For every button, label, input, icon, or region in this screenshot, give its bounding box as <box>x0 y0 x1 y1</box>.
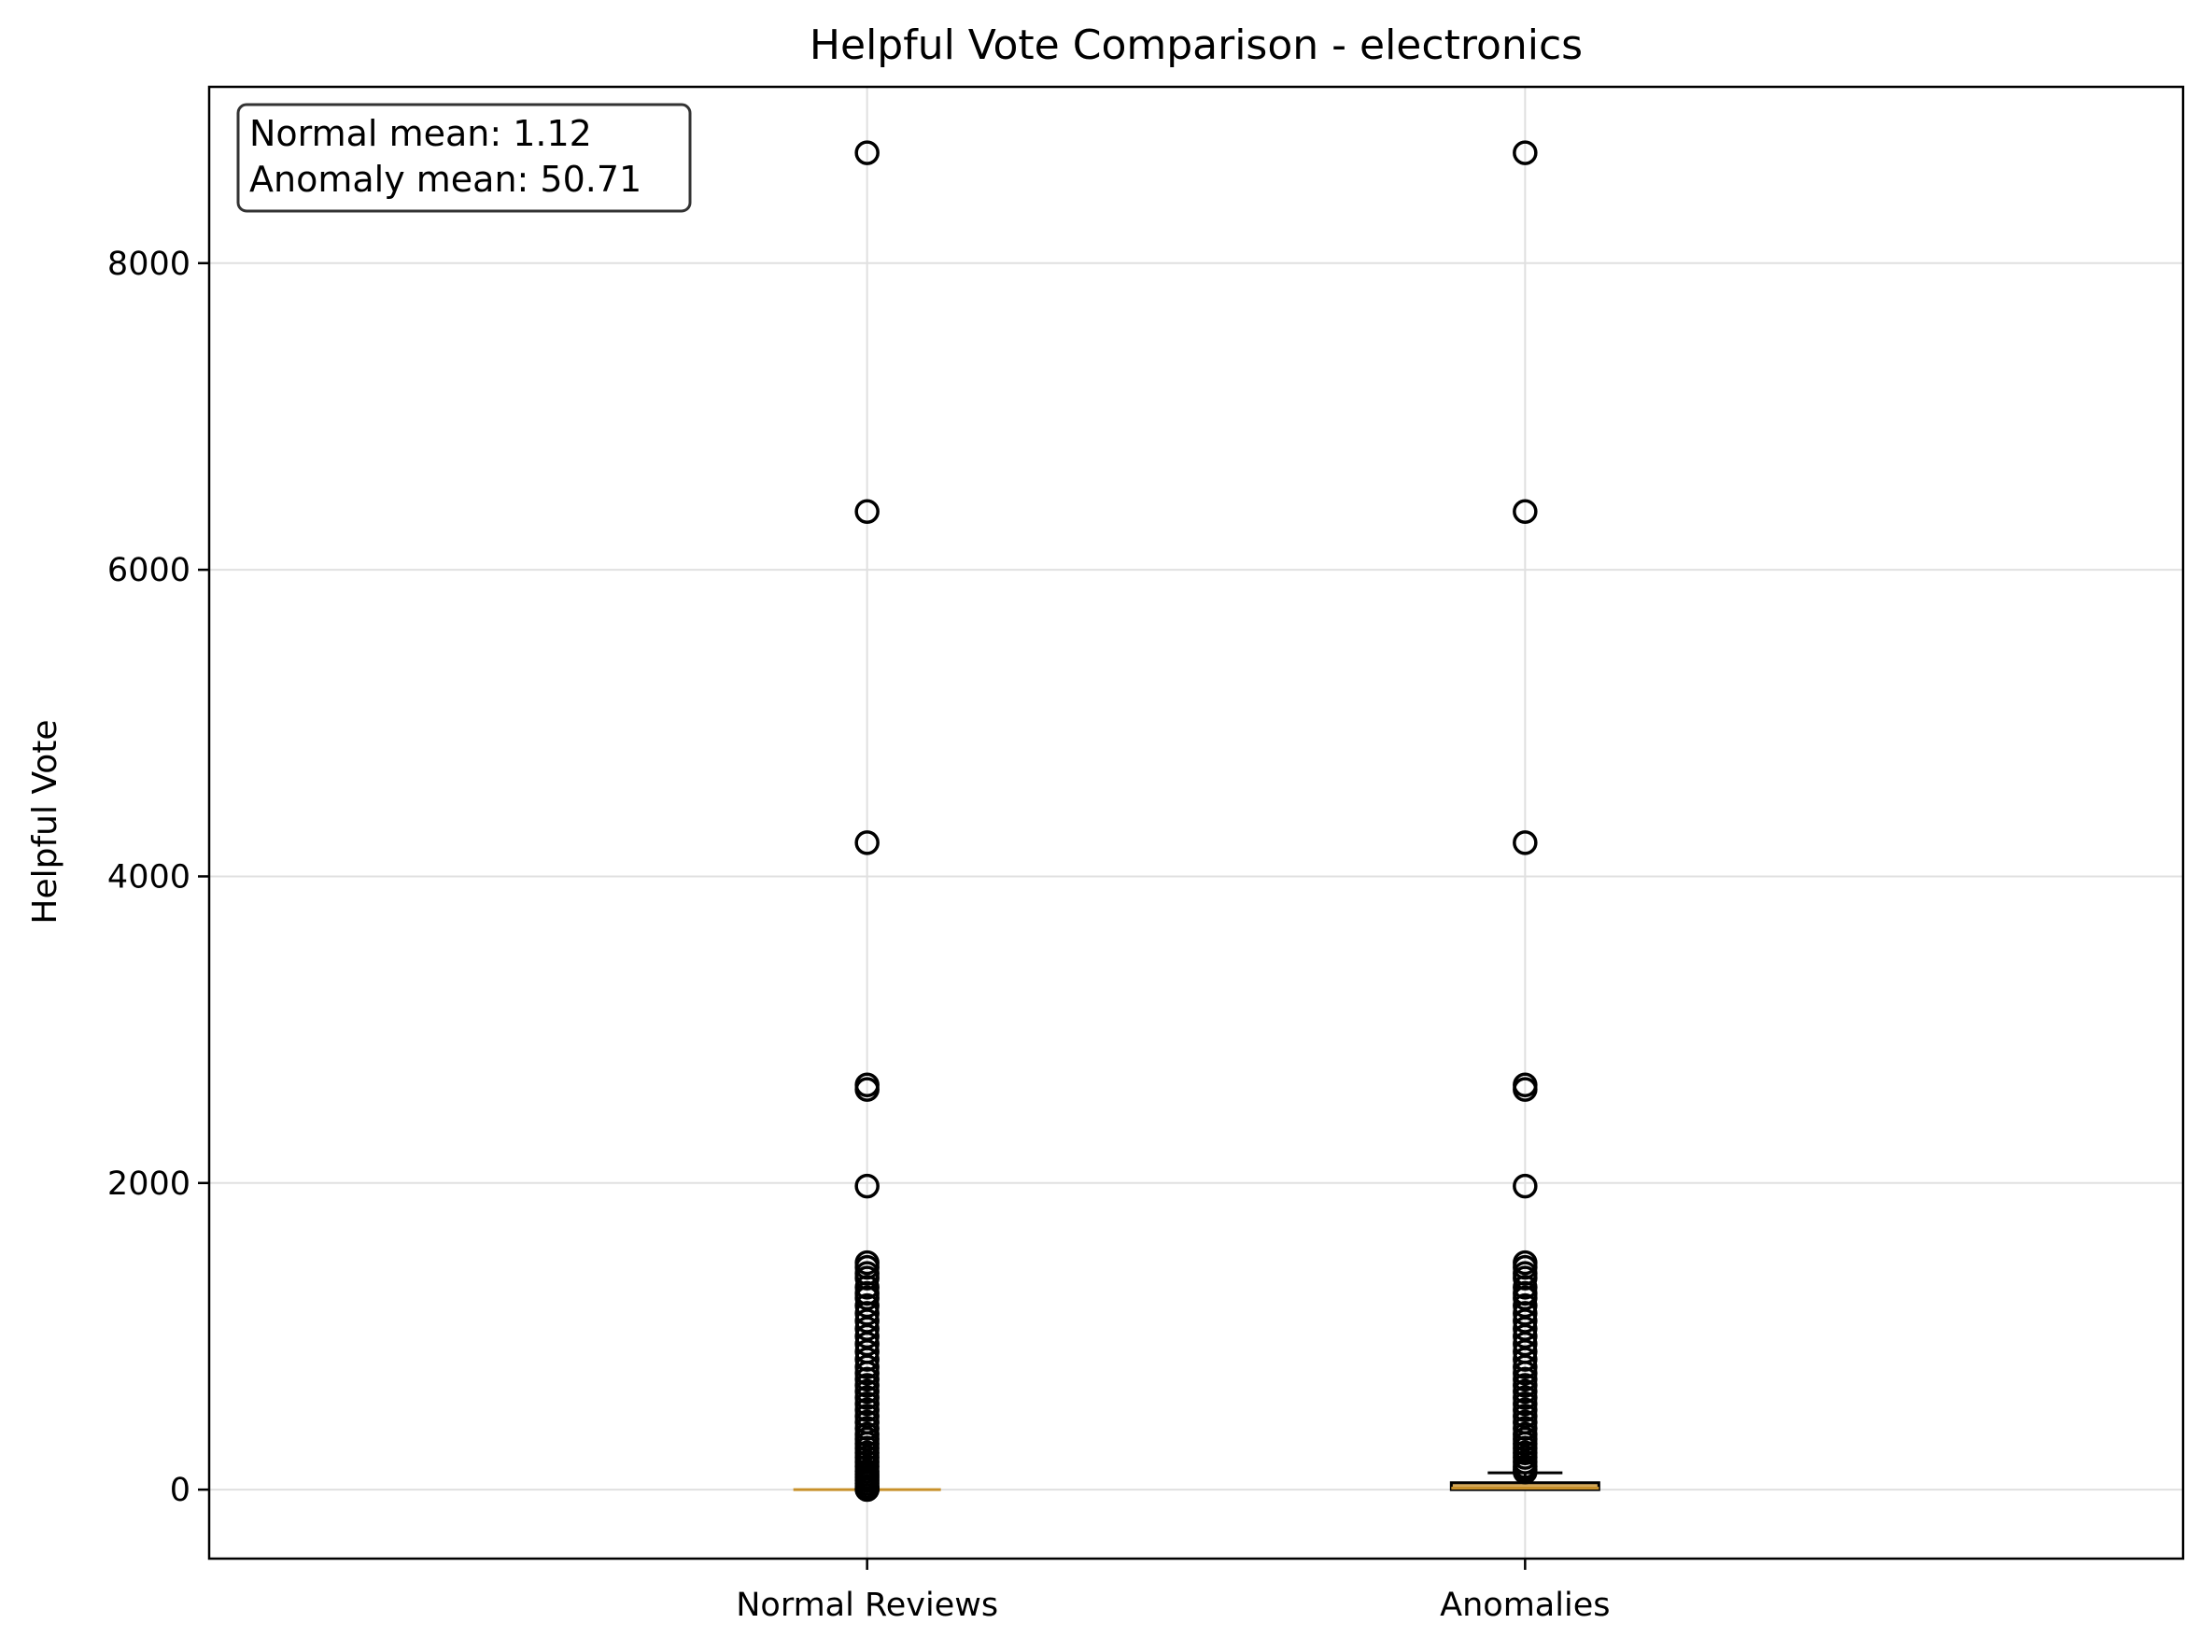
outlier-point <box>1513 499 1538 524</box>
y-tick-label: 6000 <box>107 552 190 589</box>
x-tick-label: Normal Reviews <box>736 1587 998 1624</box>
outlier-point <box>1513 830 1538 855</box>
outlier-point <box>1513 1077 1538 1102</box>
y-tick-label: 8000 <box>107 246 190 283</box>
flier-layer <box>854 140 1538 1503</box>
outlier-point <box>1513 140 1538 165</box>
x-tick-label: Anomalies <box>1440 1587 1610 1624</box>
outlier-point <box>854 1476 880 1503</box>
chart-title: Helpful Vote Comparison - electronics <box>810 21 1583 69</box>
plot-frame <box>207 85 2185 1560</box>
flier-group <box>1513 140 1538 1485</box>
flier-group <box>854 140 880 1503</box>
y-tick-label: 4000 <box>107 858 190 896</box>
mean-annotation: Normal mean: 1.12 Anomaly mean: 50.71 <box>236 103 692 213</box>
annotation-box <box>236 103 692 213</box>
grid-layer <box>209 87 2183 1559</box>
outlier-point <box>854 499 880 524</box>
outlier-point <box>854 140 880 165</box>
outlier-point <box>854 830 880 855</box>
annotation-line-normal: Normal mean: 1.12 <box>249 113 592 154</box>
annotation-line-anomaly: Anomaly mean: 50.71 <box>249 159 641 200</box>
y-axis-label: Helpful Vote <box>26 719 64 924</box>
y-axis-ticks: 0 2000 4000 6000 8000 <box>107 246 209 1509</box>
y-tick-label: 0 <box>170 1472 190 1509</box>
outlier-point <box>854 1077 880 1102</box>
y-tick-label: 2000 <box>107 1165 190 1203</box>
box-layer <box>793 1471 1600 1491</box>
outlier-point <box>1513 1459 1538 1485</box>
x-axis-ticks: Normal Reviews Anomalies <box>736 1559 1610 1624</box>
outlier-point <box>854 1173 880 1199</box>
outlier-point <box>1513 1173 1538 1199</box>
